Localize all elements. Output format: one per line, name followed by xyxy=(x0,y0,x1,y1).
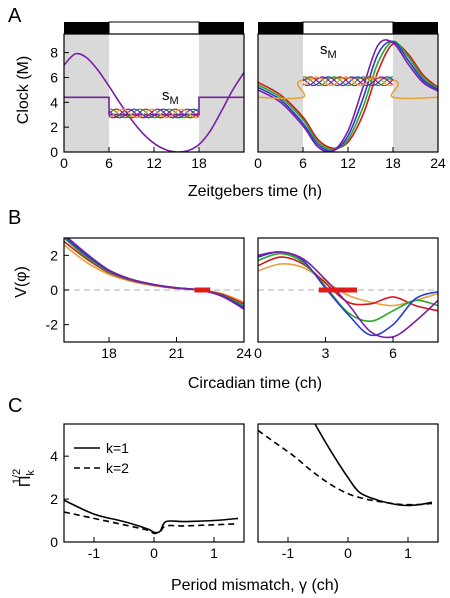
series-group xyxy=(64,52,244,152)
axes-frame xyxy=(257,237,439,343)
legend-k2-label: k=2 xyxy=(106,460,129,476)
panel-b-left-axes: 18 21 24 2 0 -2 xyxy=(46,237,252,361)
dark-bar xyxy=(64,22,109,34)
x-tick-label: 1 xyxy=(404,545,412,561)
panel-b-right-axes: 0 3 6 xyxy=(254,237,439,361)
sm-oscillation xyxy=(108,108,200,119)
series-group xyxy=(64,499,239,535)
axes-frame xyxy=(63,423,245,543)
x-tick-label: 12 xyxy=(146,155,162,171)
series-line xyxy=(258,39,438,152)
x-tick-label: 0 xyxy=(344,545,352,561)
panel-letter-a: A xyxy=(8,5,22,27)
panel-b-xlabel: Circadian time (ch) xyxy=(188,375,322,392)
axes-frame xyxy=(257,423,439,543)
series-line xyxy=(258,251,438,339)
panel-b-ylabel: V(φ) xyxy=(13,266,30,298)
y-tick-label: 6 xyxy=(50,69,58,85)
y-tick-label: 4 xyxy=(50,448,58,464)
dark-bar xyxy=(393,22,438,34)
series-line xyxy=(258,429,433,506)
x-tick-label: 24 xyxy=(236,345,252,361)
x-tick-label: 24 xyxy=(430,155,446,171)
y-tick-label: 2 xyxy=(50,491,58,507)
series-line xyxy=(66,238,244,310)
y-tick-label: 2 xyxy=(50,119,58,135)
y-tick-label: 8 xyxy=(50,45,58,61)
night-shade xyxy=(64,34,109,152)
x-tick-label: 0 xyxy=(150,545,158,561)
light-bar xyxy=(302,21,394,35)
panel-a-left-axes: 0 6 12 18 0 2 4 6 8 xyxy=(50,21,245,171)
panel-a-left-sm-label: sM xyxy=(162,87,179,107)
series-group xyxy=(64,238,244,310)
series-line xyxy=(64,238,244,309)
x-tick-label: 6 xyxy=(389,345,397,361)
sm-oscillation xyxy=(302,76,394,87)
panel-a-right-sm-label: sM xyxy=(320,41,337,61)
x-tick-label: 18 xyxy=(191,155,207,171)
x-tick-label: -1 xyxy=(282,545,295,561)
series-line xyxy=(258,252,438,323)
y-tick-label: -2 xyxy=(46,317,59,333)
sm-oscillation xyxy=(302,76,394,87)
y-tick-label: 0 xyxy=(50,144,58,160)
panel-letter-c: C xyxy=(8,395,22,417)
x-tick-label: -1 xyxy=(88,545,101,561)
series-group xyxy=(258,424,433,507)
light-bar xyxy=(108,21,200,35)
x-tick-label: 0 xyxy=(254,155,262,171)
x-tick-label: 1 xyxy=(210,545,218,561)
series-line xyxy=(64,52,244,152)
y-tick-label: 2 xyxy=(50,247,58,263)
panel-a-xlabel: Zeitgebers time (h) xyxy=(188,183,322,200)
series-group xyxy=(258,39,438,152)
y-tick-label: 0 xyxy=(50,282,58,298)
panel-c-legend: k=1 k=2 xyxy=(74,440,129,476)
series-group xyxy=(258,251,438,339)
x-tick-label: 18 xyxy=(385,155,401,171)
night-shade xyxy=(199,34,244,152)
sm-oscillation xyxy=(108,108,200,119)
series-line xyxy=(258,40,438,151)
panel-letter-b: B xyxy=(8,207,21,229)
svg-text:Πk1/2: Πk1/2 xyxy=(11,469,37,487)
x-tick-label: 0 xyxy=(60,155,68,171)
series-line xyxy=(258,42,438,150)
series-line xyxy=(314,424,433,507)
sm-oscillation xyxy=(302,76,394,87)
series-line xyxy=(64,499,239,534)
x-tick-label: 12 xyxy=(340,155,356,171)
x-tick-label: 6 xyxy=(105,155,113,171)
series-line xyxy=(64,238,244,307)
x-tick-label: 18 xyxy=(101,345,117,361)
panel-c-ylabel: Πk1/2 xyxy=(11,469,37,487)
panel-c-right-axes: -1 0 1 xyxy=(257,423,439,561)
panel-c-xlabel: Period mismatch, γ (ch) xyxy=(171,577,339,594)
x-tick-label: 6 xyxy=(299,155,307,171)
panel-c-left-axes: -1 0 1 0 2 4 xyxy=(50,423,245,561)
sm-oscillation xyxy=(108,108,200,119)
dark-bar xyxy=(199,22,244,34)
y-tick-label: 0 xyxy=(50,534,58,550)
y-tick-label: 4 xyxy=(50,94,58,110)
dark-bar xyxy=(258,22,303,34)
x-tick-label: 0 xyxy=(254,345,262,361)
legend-k1-label: k=1 xyxy=(106,440,129,456)
night-shade xyxy=(393,34,438,152)
x-tick-label: 3 xyxy=(322,345,330,361)
series-line xyxy=(64,511,239,535)
series-line xyxy=(258,40,438,152)
x-tick-label: 21 xyxy=(169,345,185,361)
series-line xyxy=(258,263,438,307)
panel-a-ylabel: Clock (M) xyxy=(15,56,32,124)
panel-a-right-axes: 0 6 12 18 24 xyxy=(254,21,446,171)
